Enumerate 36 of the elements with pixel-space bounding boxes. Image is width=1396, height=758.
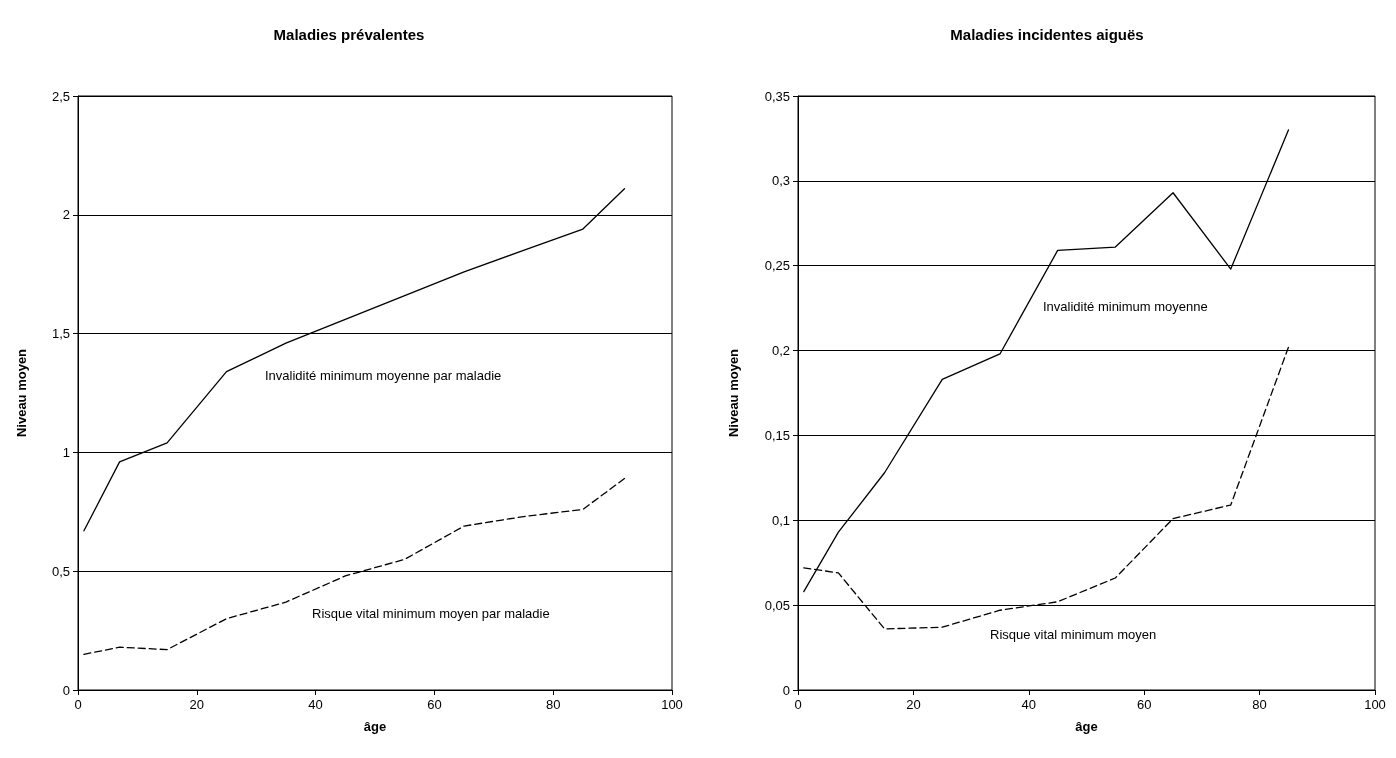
series-label: Invalidité minimum moyenne bbox=[1043, 299, 1208, 314]
y-tick-label: 0 bbox=[62, 682, 70, 698]
x-tick-label: 100 bbox=[661, 697, 683, 712]
x-tick-label: 20 bbox=[906, 697, 921, 712]
y-tick-label: 0,3 bbox=[771, 173, 790, 189]
y-tick-label: 0,1 bbox=[771, 512, 790, 528]
x-tick-label: 20 bbox=[189, 697, 205, 712]
y-tick-label: 1 bbox=[62, 444, 70, 460]
y-tick-label: 0,05 bbox=[764, 597, 790, 613]
x-tick-label: 40 bbox=[1021, 697, 1037, 712]
x-tick-label: 60 bbox=[1136, 697, 1152, 712]
x-tick-label: 100 bbox=[1364, 697, 1386, 712]
y-tick-label: 2,5 bbox=[51, 88, 70, 104]
x-axis-title: âge bbox=[1075, 719, 1098, 734]
x-tick-label: 60 bbox=[427, 697, 442, 712]
y-tick-label: 2 bbox=[62, 207, 70, 223]
y-tick-label: 0,2 bbox=[771, 343, 790, 359]
series-label: Invalidité minimum moyenne par maladie bbox=[265, 368, 502, 383]
chart-title: Maladies prévalentes bbox=[273, 26, 425, 43]
y-tick-label: 0,25 bbox=[764, 258, 790, 274]
x-tick-label: 80 bbox=[545, 697, 561, 712]
y-axis-title: Niveau moyen bbox=[14, 348, 29, 438]
x-tick-label: 0 bbox=[74, 697, 82, 712]
y-tick-label: 0,35 bbox=[764, 88, 790, 104]
x-tick-label: 0 bbox=[794, 697, 802, 712]
chart-title: Maladies incidentes aiguës bbox=[950, 26, 1144, 43]
y-tick-label: 0,5 bbox=[51, 563, 70, 579]
y-tick-label: 0 bbox=[782, 682, 790, 698]
x-axis-title: âge bbox=[363, 719, 387, 734]
series-label: Risque vital minimum moyen bbox=[990, 627, 1157, 642]
y-tick-label: 0,15 bbox=[764, 427, 790, 443]
y-tick-label: 1,5 bbox=[51, 326, 70, 342]
x-tick-label: 40 bbox=[308, 697, 323, 712]
x-tick-label: 80 bbox=[1252, 697, 1267, 712]
y-axis-title: Niveau moyen bbox=[726, 348, 741, 438]
series-label: Risque vital minimum moyen par maladie bbox=[312, 606, 550, 621]
